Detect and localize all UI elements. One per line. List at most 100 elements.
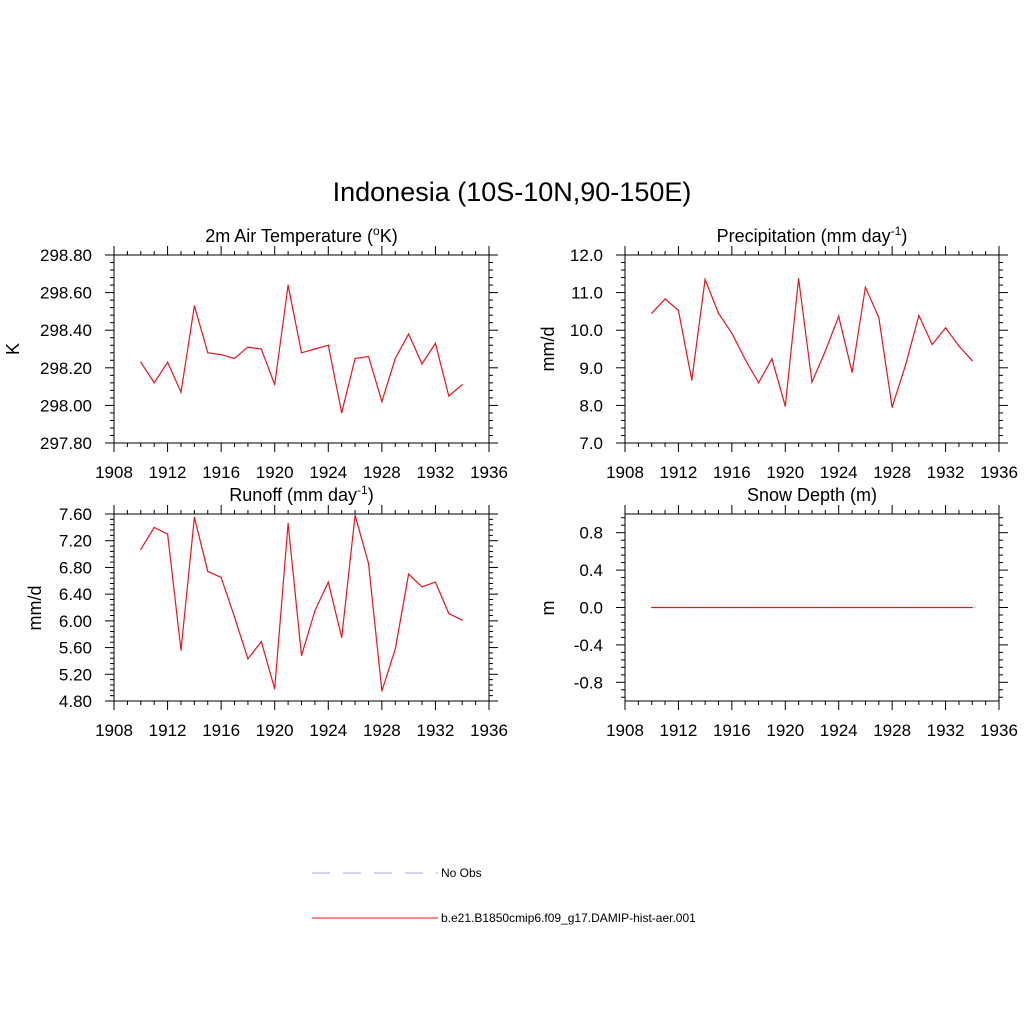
series-line [140, 284, 463, 414]
y-tick-label: 7.0 [579, 434, 603, 453]
x-tick-label: 1916 [202, 463, 240, 482]
x-tick-label: 1936 [980, 463, 1018, 482]
data-point [314, 348, 316, 350]
data-point [247, 346, 249, 348]
data-point [918, 314, 920, 317]
x-tick-label: 1912 [149, 721, 187, 740]
data-point [878, 316, 880, 319]
x-tick-label: 1936 [470, 463, 508, 482]
data-point [394, 357, 396, 359]
chart-panel-3: Snow Depth (m) 1908 1912 1916 1920 1924 1928 19… [538, 485, 1018, 740]
x-tick-label: 1920 [256, 463, 294, 482]
y-axis-label: mm/d [538, 327, 558, 372]
data-point [233, 616, 236, 618]
data-point [434, 342, 437, 344]
x-tick-label: 1916 [202, 721, 240, 740]
data-point [677, 309, 680, 311]
x-tick-label: 1908 [95, 463, 133, 482]
data-point [944, 606, 947, 609]
y-tick-label: 7.60 [59, 505, 92, 524]
x-tick-label: 1932 [927, 721, 965, 740]
data-point [220, 576, 222, 579]
data-point [260, 348, 262, 350]
y-tick-label: 298.80 [40, 246, 92, 265]
data-point [300, 654, 303, 657]
data-point [771, 358, 773, 360]
y-axis-label: K [3, 343, 23, 355]
legend-label-no-obs: No Obs [441, 866, 482, 880]
data-point [408, 333, 410, 335]
data-point [408, 573, 410, 575]
data-point [434, 581, 437, 583]
data-point [731, 606, 733, 609]
y-tick-label: 8.0 [579, 396, 603, 415]
y-tick-label: 297.80 [40, 434, 92, 453]
data-point [287, 522, 289, 524]
data-point [274, 384, 276, 386]
data-point [651, 312, 653, 314]
data-point [153, 382, 155, 384]
y-tick-label: 9.0 [579, 359, 603, 378]
y-tick-label: 12.0 [570, 246, 603, 265]
legend: No Obs b.e21.B1850cmip6.f09_g17.DAMIP-hi… [312, 866, 696, 925]
data-point [704, 606, 706, 609]
y-tick-label: 0.8 [579, 524, 603, 543]
data-point [233, 357, 236, 359]
data-point [448, 395, 450, 397]
data-point [864, 286, 867, 288]
data-point [354, 357, 356, 359]
chart-panels: 2m Air Temperature (oK) 1908 1912 1916 1920 1… [3, 224, 1018, 740]
data-point [651, 606, 653, 609]
data-point [691, 606, 693, 609]
panel-title: Snow Depth (m) [747, 485, 877, 505]
y-tick-label: 6.80 [59, 558, 92, 577]
data-point [731, 332, 733, 334]
data-point [260, 640, 262, 643]
data-point [757, 382, 760, 384]
data-point [691, 379, 693, 381]
y-tick-label: 0.0 [579, 599, 603, 618]
y-tick-label: 6.00 [59, 612, 92, 631]
x-tick-label: 1928 [873, 463, 911, 482]
data-point [944, 327, 947, 329]
data-point [811, 606, 813, 609]
data-point [274, 688, 276, 690]
data-point [421, 363, 423, 365]
x-tick-label: 1928 [363, 463, 401, 482]
data-point [744, 358, 746, 361]
data-point [327, 581, 329, 583]
x-tick-label: 1928 [873, 721, 911, 740]
data-point [798, 278, 800, 280]
data-point [193, 305, 195, 307]
data-point [327, 344, 329, 346]
x-tick-label: 1916 [713, 463, 751, 482]
data-point [838, 606, 840, 609]
data-point [341, 636, 343, 639]
data-point [971, 606, 973, 609]
data-point [824, 350, 826, 352]
data-point [958, 345, 960, 347]
y-tick-label: -0.4 [574, 636, 603, 655]
data-point [381, 401, 383, 403]
data-point [811, 381, 813, 383]
data-point [354, 514, 356, 516]
data-point [904, 606, 907, 609]
data-point [394, 648, 396, 650]
data-point [784, 405, 786, 407]
panel-title: 2m Air Temperature (oK) [205, 224, 397, 246]
data-point [864, 606, 867, 609]
data-point [851, 371, 853, 373]
data-point [461, 619, 463, 621]
y-tick-label: 298.20 [40, 359, 92, 378]
x-tick-label: 1908 [95, 721, 133, 740]
x-tick-label: 1932 [417, 463, 455, 482]
data-point [153, 526, 155, 528]
data-point [878, 606, 880, 609]
x-tick-label: 1924 [309, 721, 347, 740]
data-point [891, 606, 893, 609]
x-tick-label: 1924 [309, 463, 347, 482]
y-tick-label: 5.60 [59, 639, 92, 658]
series-line [651, 277, 973, 408]
y-tick-label: 0.4 [579, 561, 603, 580]
data-point [717, 606, 720, 609]
